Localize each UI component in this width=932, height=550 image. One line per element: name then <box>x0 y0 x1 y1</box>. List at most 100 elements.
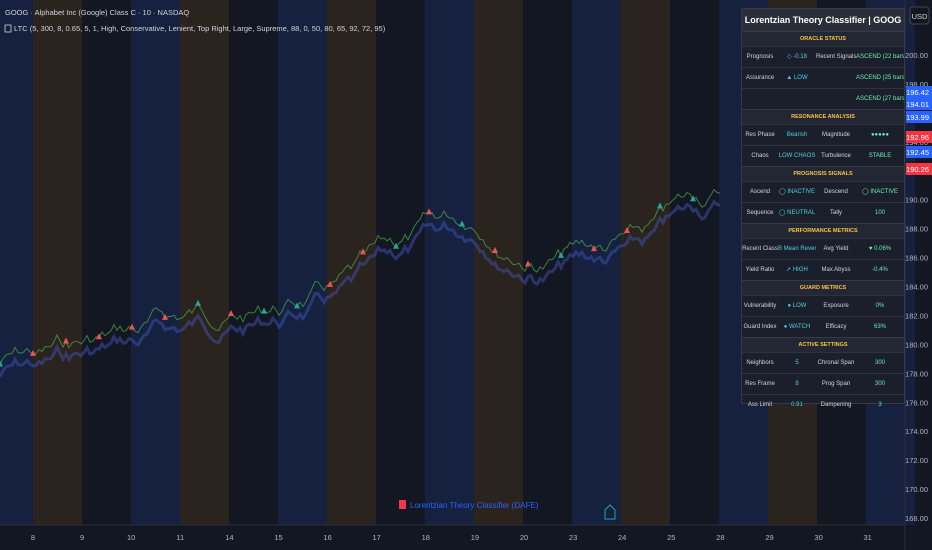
marker-icon <box>604 504 616 520</box>
panel-cell: Assurance <box>745 75 775 81</box>
y-tick-label: 198.00 <box>905 80 928 89</box>
price-trace <box>0 188 721 365</box>
signal-marker <box>624 226 630 233</box>
panel-cell: Prog Span <box>821 381 851 387</box>
y-tick-label: 176.00 <box>905 398 928 407</box>
y-tick-label: 178.00 <box>905 369 928 378</box>
panel-row: Neighbors 5 Chronal Span 300 <box>742 352 904 373</box>
panel-row: Sequence ◯ NEUTRAL Tally 100 <box>742 202 904 223</box>
indicator-label[interactable]: Lorentzian Theory Classifier (DAFE) <box>410 501 539 510</box>
signal-marker <box>558 251 564 258</box>
panel-row: Prognosis ◇ -0.18 Recent Signals ASCEND (22… <box>742 46 904 67</box>
y-tick-label: 174.00 <box>905 427 928 436</box>
panel-cell: ◯ NEUTRAL <box>778 210 816 216</box>
panel-cell: ♥ 0.06% <box>868 246 892 252</box>
indicator-params: LTC (5, 300, 8, 0.65, 5, 1, High, Conser… <box>14 24 386 33</box>
panel-cell: ASCEND (22 bars ago) <box>856 54 904 60</box>
price-tag-label: 190.26 <box>906 165 929 174</box>
price-tag <box>906 111 932 123</box>
signal-marker <box>525 260 531 267</box>
price-band <box>0 199 721 378</box>
section-heading: RESONANCE ANALYSIS <box>742 109 904 124</box>
price-tag <box>906 86 932 98</box>
x-tick-label: 24 <box>618 533 626 542</box>
panel-cell: ◯ INACTIVE <box>861 189 899 195</box>
session-band <box>131 0 180 525</box>
price-tag <box>906 98 932 110</box>
signal-marker <box>492 247 498 254</box>
session-band <box>229 0 278 525</box>
panel-cell: 0.91 <box>791 402 803 408</box>
x-tick-label: 31 <box>864 533 872 542</box>
signal-marker <box>294 302 300 309</box>
panel-cell: ▲ LOW <box>786 75 808 81</box>
panel-cell: Recent Signals <box>816 54 856 60</box>
panel-cell: Chronal Span <box>817 360 855 366</box>
panel-title: Lorentzian Theory Classifier | GOOG <box>742 9 904 31</box>
y-tick-label: 200.00 <box>905 51 928 60</box>
session-band <box>621 0 670 525</box>
panel-row: Guard Index ● WATCH Efficacy 63% <box>742 316 904 337</box>
panel-cell: Yield Ratio <box>745 267 775 273</box>
y-tick-label: 180.00 <box>905 340 928 349</box>
panel-cell: Sequence <box>746 210 774 216</box>
currency-box[interactable] <box>909 6 930 25</box>
panel-row: Ascend ◯ INACTIVE Descend ◯ INACTIVE <box>742 181 904 202</box>
x-tick-label: 23 <box>569 533 577 542</box>
y-tick-label: 186.00 <box>905 254 928 263</box>
panel-cell: ASCEND (25 bars ago) <box>856 75 904 81</box>
currency[interactable]: USD <box>912 12 928 21</box>
signal-marker <box>63 337 69 344</box>
panel-cell: STABLE <box>868 153 892 159</box>
panel-cell: ●●●●● <box>870 132 890 138</box>
panel-cell: Res Frame <box>745 381 775 387</box>
signal-marker <box>327 280 333 287</box>
x-tick-label: 18 <box>422 533 430 542</box>
panel-cell: 3 <box>878 402 882 408</box>
panel-cell: -0.4% <box>872 267 888 273</box>
x-tick-label: 8 <box>31 533 35 542</box>
panel-row: Chaos LOW CHAOS Turbulence STABLE <box>742 145 904 166</box>
panel-cell: 0% <box>875 303 885 309</box>
panel-row: Res Phase Bearish Magnitude ●●●●● <box>742 124 904 145</box>
panel-cell: Bearish <box>786 132 808 138</box>
panel-cell: Tally <box>829 210 842 216</box>
signal-marker <box>360 248 366 255</box>
panel-cell: ● WATCH <box>783 324 811 330</box>
x-tick-label: 28 <box>716 533 724 542</box>
signal-marker <box>30 349 36 356</box>
panel-cell: Neighbors <box>746 360 774 366</box>
x-tick-label: 14 <box>225 533 233 542</box>
panel-cell: LOW CHAOS <box>778 153 816 159</box>
signal-marker <box>657 202 663 209</box>
section-heading: GUARD METRICS <box>742 280 904 295</box>
price-tag <box>906 131 932 143</box>
price-tag-label: 194.01 <box>906 100 929 109</box>
panel-cell: Res Phase <box>745 132 775 138</box>
panel-cell: 63% <box>873 324 886 330</box>
price-tag-label: 196.42 <box>906 88 929 97</box>
panel-cell: Turbulence <box>821 153 851 159</box>
y-tick-label: 190.00 <box>905 196 928 205</box>
panel-cell: Exposure <box>823 303 849 309</box>
panel-cell: ● LOW <box>787 303 807 309</box>
signal-marker <box>591 245 597 252</box>
session-band <box>327 0 376 525</box>
signal-marker <box>690 195 696 202</box>
panel-cell: Recent Class <box>742 246 778 252</box>
panel-cell: Descend <box>824 189 848 195</box>
session-band <box>278 0 327 525</box>
session-band <box>82 0 131 525</box>
x-tick-label: 20 <box>520 533 528 542</box>
section-heading: ORACLE STATUS <box>742 31 904 46</box>
panel-row: Assurance ▲ LOW ASCEND (25 bars ago) <box>742 67 904 88</box>
indicator-icon <box>4 24 12 33</box>
session-band <box>0 0 33 525</box>
price-tag-label: 192.45 <box>906 148 929 157</box>
signal-marker <box>228 310 234 317</box>
panel-cell: Efficacy <box>825 324 847 330</box>
panel-cell: Magnitude <box>821 132 851 138</box>
session-band <box>180 0 229 525</box>
